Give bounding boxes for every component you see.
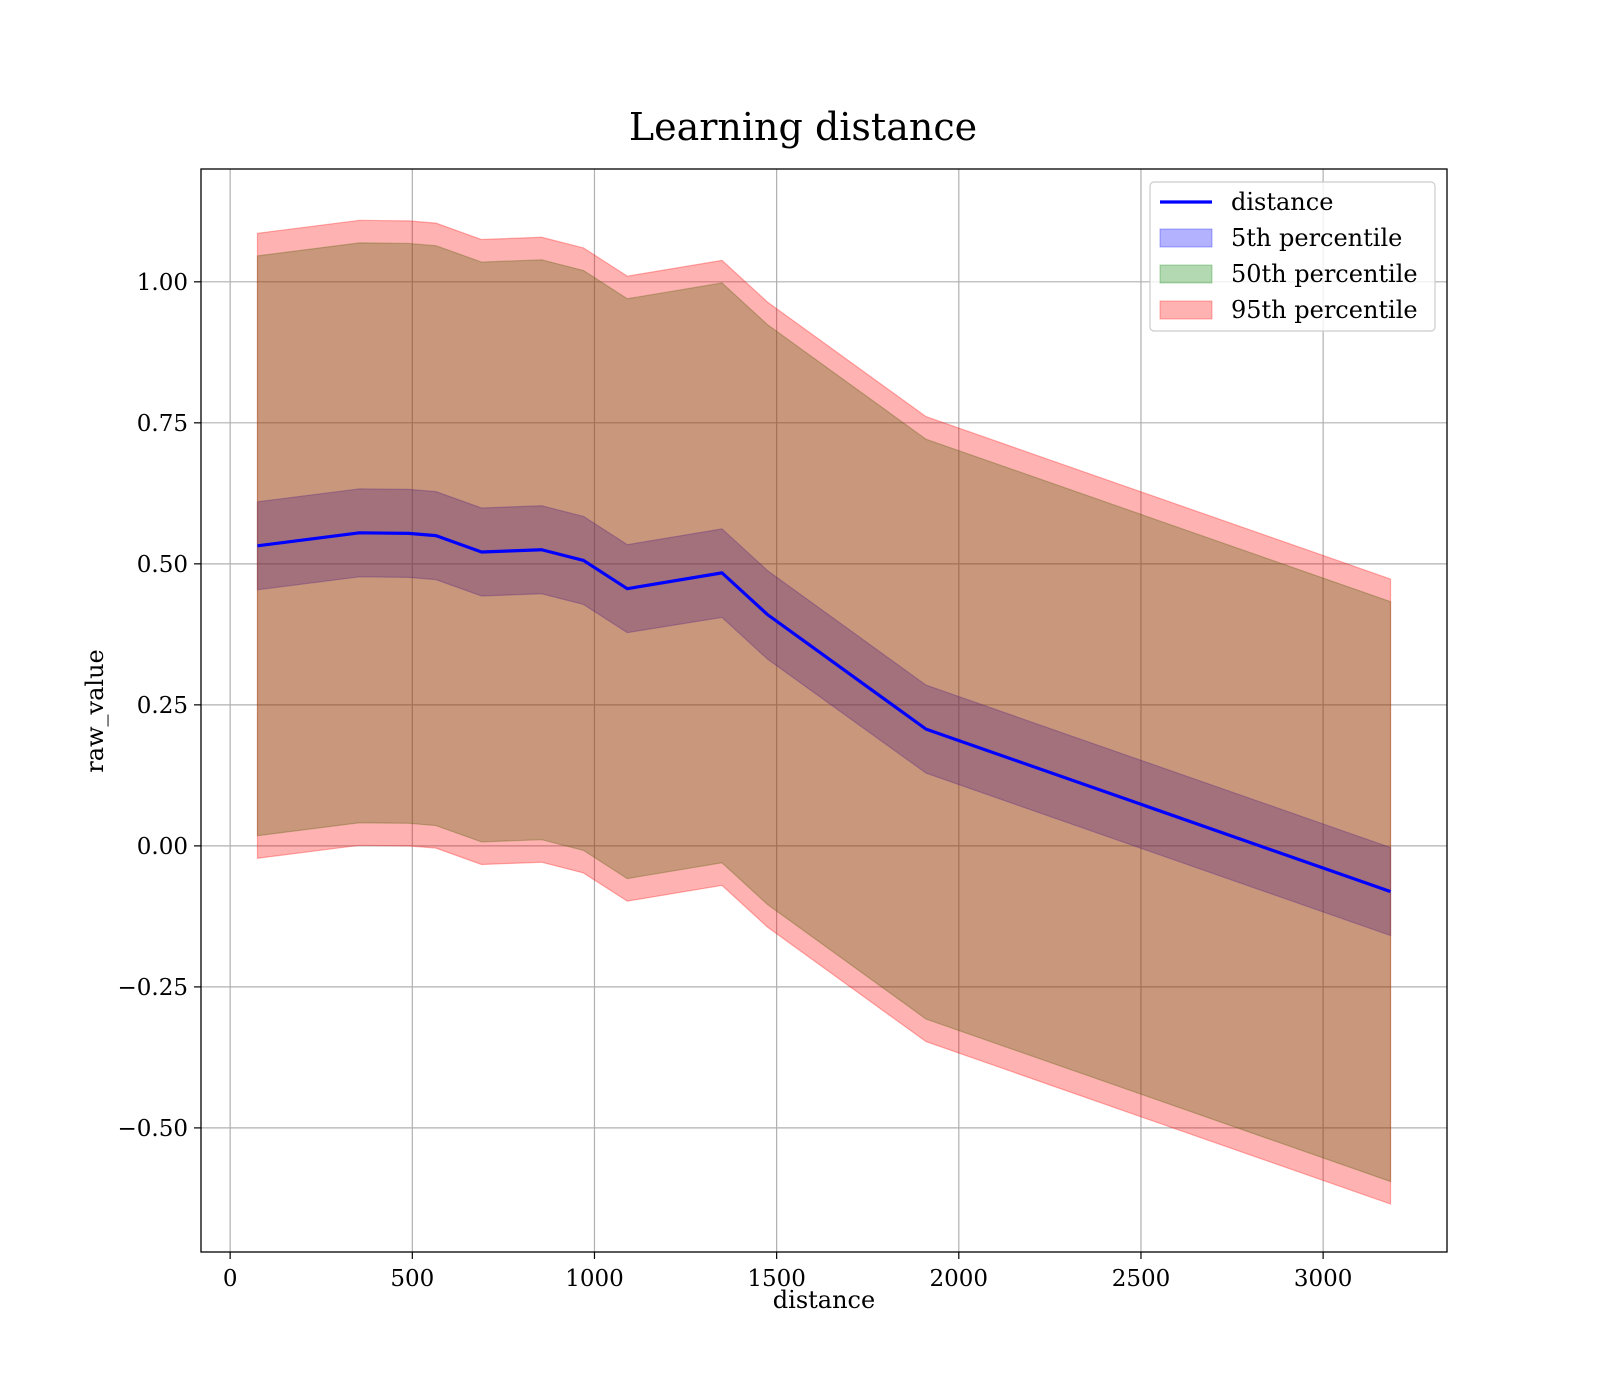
x-tick-label: 1000	[565, 1266, 624, 1292]
y-tick-label: 0.50	[137, 552, 188, 578]
x-tick-label: 500	[390, 1266, 434, 1292]
y-tick-label: 0.25	[137, 693, 188, 719]
legend-item: 95th percentile	[1159, 296, 1418, 324]
x-tick-label: 0	[223, 1266, 238, 1292]
x-tick-label: 2500	[1112, 1266, 1171, 1292]
x-axis-label: distance	[773, 1286, 875, 1314]
legend-band-swatch	[1159, 228, 1213, 248]
y-tick-label: 0.75	[137, 411, 188, 437]
chart-title: Learning distance	[629, 105, 977, 149]
legend-band-swatch	[1159, 264, 1213, 284]
y-tick-label: −0.25	[118, 975, 188, 1001]
legend-label: distance	[1231, 188, 1333, 216]
series-lines	[257, 531, 1392, 894]
line-distance	[257, 531, 1392, 894]
y-tick-label: −0.50	[118, 1116, 188, 1142]
percentile-bands	[256, 219, 1392, 1205]
legend-item: 50th percentile	[1159, 260, 1418, 288]
legend-item: 5th percentile	[1159, 224, 1402, 252]
legend: distance 5th percentile 50th percentile 95t…	[1149, 181, 1436, 332]
legend-label: 50th percentile	[1231, 260, 1418, 288]
x-tick-label: 2000	[930, 1266, 989, 1292]
y-axis-ticks: −0.50 −0.25 0.00 0.25 0.50 0.75 1.00	[118, 270, 201, 1142]
legend-items: distance 5th percentile 50th percentile 95t…	[1159, 188, 1418, 324]
x-tick-label: 3000	[1294, 1266, 1353, 1292]
band-95th-percentile	[256, 219, 1392, 1205]
legend-frame	[1149, 181, 1436, 332]
x-tick-label: 1500	[747, 1266, 806, 1292]
legend-label: 95th percentile	[1231, 296, 1418, 324]
y-axis-label: raw_value	[81, 649, 109, 773]
x-axis-ticks: 0 500 1000 1500 2000 2500 3000	[223, 1252, 1353, 1292]
grid-lines	[201, 169, 1447, 1252]
y-tick-label: 0.00	[137, 834, 188, 860]
legend-item: distance	[1160, 188, 1333, 216]
legend-label: 5th percentile	[1231, 224, 1402, 252]
y-tick-label: 1.00	[137, 270, 188, 296]
legend-band-swatch	[1159, 300, 1213, 320]
band-5th-percentile	[256, 488, 1392, 937]
band-50th-percentile	[256, 242, 1392, 1183]
plot-area-frame	[200, 168, 1448, 1253]
